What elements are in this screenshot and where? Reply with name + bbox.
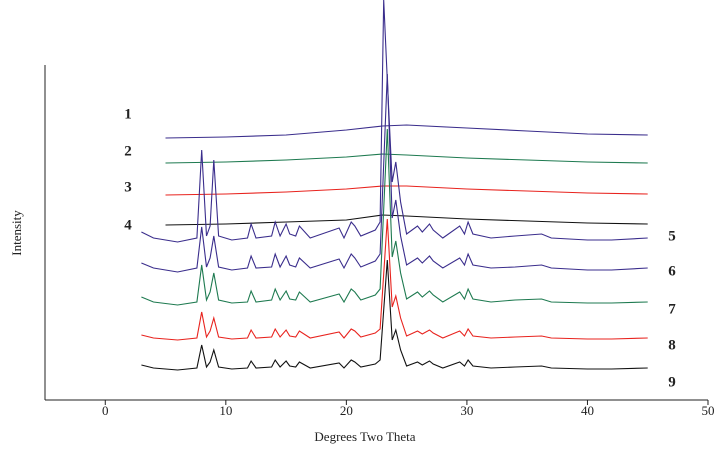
series-label: 4 bbox=[124, 217, 132, 233]
x-tick-label: 0 bbox=[102, 403, 109, 418]
series-line bbox=[141, 128, 648, 306]
series-line bbox=[165, 214, 648, 226]
series-label: 5 bbox=[668, 228, 676, 244]
series-line bbox=[141, 73, 648, 273]
x-tick-label: 30 bbox=[460, 403, 473, 418]
series-line bbox=[141, 0, 648, 243]
series-label: 6 bbox=[668, 263, 676, 279]
series-label: 8 bbox=[668, 337, 676, 353]
series-label: 1 bbox=[124, 106, 132, 122]
y-axis-title: Intensity bbox=[9, 210, 24, 256]
series-line bbox=[165, 124, 648, 139]
series-label: 9 bbox=[668, 374, 676, 390]
series-label: 2 bbox=[124, 143, 132, 159]
x-tick-label: 50 bbox=[702, 403, 715, 418]
series-line bbox=[141, 259, 648, 371]
x-tick-label: 20 bbox=[340, 403, 353, 418]
series-line bbox=[165, 153, 648, 164]
x-tick-label: 40 bbox=[581, 403, 594, 418]
x-axis-title: Degrees Two Theta bbox=[314, 429, 415, 444]
series-label: 3 bbox=[124, 179, 132, 195]
series-label: 7 bbox=[668, 301, 676, 317]
series-line bbox=[165, 185, 648, 196]
x-tick-label: 10 bbox=[219, 403, 232, 418]
series-line bbox=[141, 218, 648, 341]
